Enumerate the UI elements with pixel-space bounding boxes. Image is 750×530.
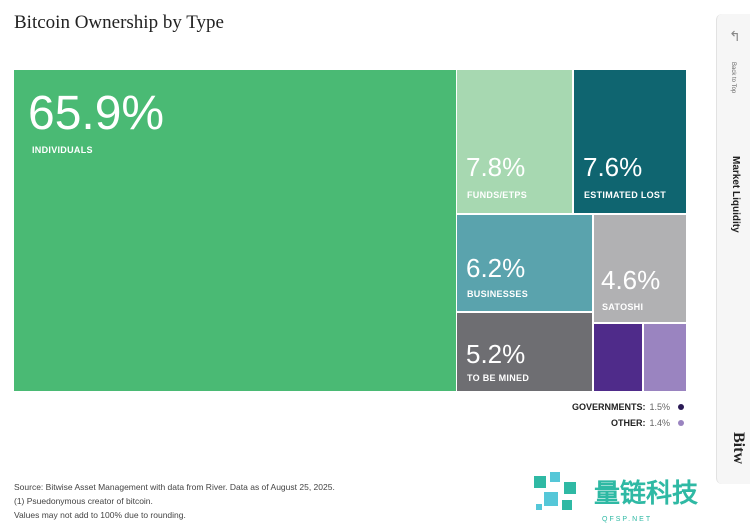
tile-label-lost: ESTIMATED LOST — [584, 190, 667, 200]
back-to-top-link[interactable]: Back to Top — [730, 62, 736, 94]
legend-dot-governments — [678, 404, 684, 410]
chart-footnotes: Source: Bitwise Asset Management with da… — [14, 480, 335, 522]
legend-governments: GOVERNMENTS: 1.5% — [572, 402, 684, 412]
footnote-satoshi: (1) Psuedonymous creator of bitcoin. — [14, 496, 153, 506]
tile-label-individuals: INDIVIDUALS — [32, 145, 93, 155]
tile-value-individuals: 65.9% — [28, 87, 165, 140]
legend-dot-other — [678, 420, 684, 426]
watermark-subtext: QFSP.NET — [602, 516, 653, 523]
footnote-source: Source: Bitwise Asset Management with da… — [14, 482, 335, 492]
tile-value-lost: 7.6% — [583, 152, 643, 182]
back-arrow-icon[interactable]: ↰ — [729, 28, 741, 44]
tile-value-businesses: 6.2% — [466, 253, 526, 283]
tile-label-businesses: BUSINESSES — [467, 289, 529, 299]
legend-value-other: 1.4% — [649, 418, 670, 428]
tile-label-mined: TO BE MINED — [467, 373, 530, 383]
legend-label-governments: GOVERNMENTS: — [571, 402, 646, 412]
legend-other: OTHER: 1.4% — [611, 418, 684, 428]
tile-value-satoshi: 4.6% — [601, 265, 661, 295]
tile-other — [644, 324, 686, 391]
tile-value-mined: 5.2% — [466, 339, 526, 369]
watermark: 量链科技 QFSP.NET — [530, 468, 699, 523]
tile-businesses: 6.2% BUSINESSES — [457, 215, 592, 311]
side-navigation: ↰ Back to Top Market Liquidity Bitw — [716, 14, 750, 484]
tile-value-funds: 7.8% — [466, 152, 526, 182]
tile-mined: 5.2% TO BE MINED — [457, 313, 592, 391]
tile-governments — [594, 324, 642, 391]
tile-individuals: 65.9% INDIVIDUALS — [14, 70, 456, 391]
chart-title: Bitcoin Ownership by Type — [14, 12, 224, 33]
watermark-logo-icon — [534, 472, 576, 510]
tile-label-satoshi: SATOSHI — [602, 302, 644, 312]
tile-lost: 7.6% ESTIMATED LOST — [574, 70, 686, 213]
tile-funds: 7.8% FUNDS/ETPS — [457, 70, 572, 213]
tile-label-funds: FUNDS/ETPS — [467, 190, 528, 200]
legend-label-other: OTHER: — [610, 418, 646, 428]
legend-value-governments: 1.5% — [649, 402, 670, 412]
section-label[interactable]: Market Liquidity — [730, 156, 741, 233]
brand-logo: Bitw — [730, 432, 747, 464]
footnote-rounding: Values may not add to 100% due to roundi… — [14, 510, 186, 520]
watermark-text: 量链科技 — [594, 478, 699, 508]
tile-satoshi: 4.6% SATOSHI — [594, 215, 686, 322]
